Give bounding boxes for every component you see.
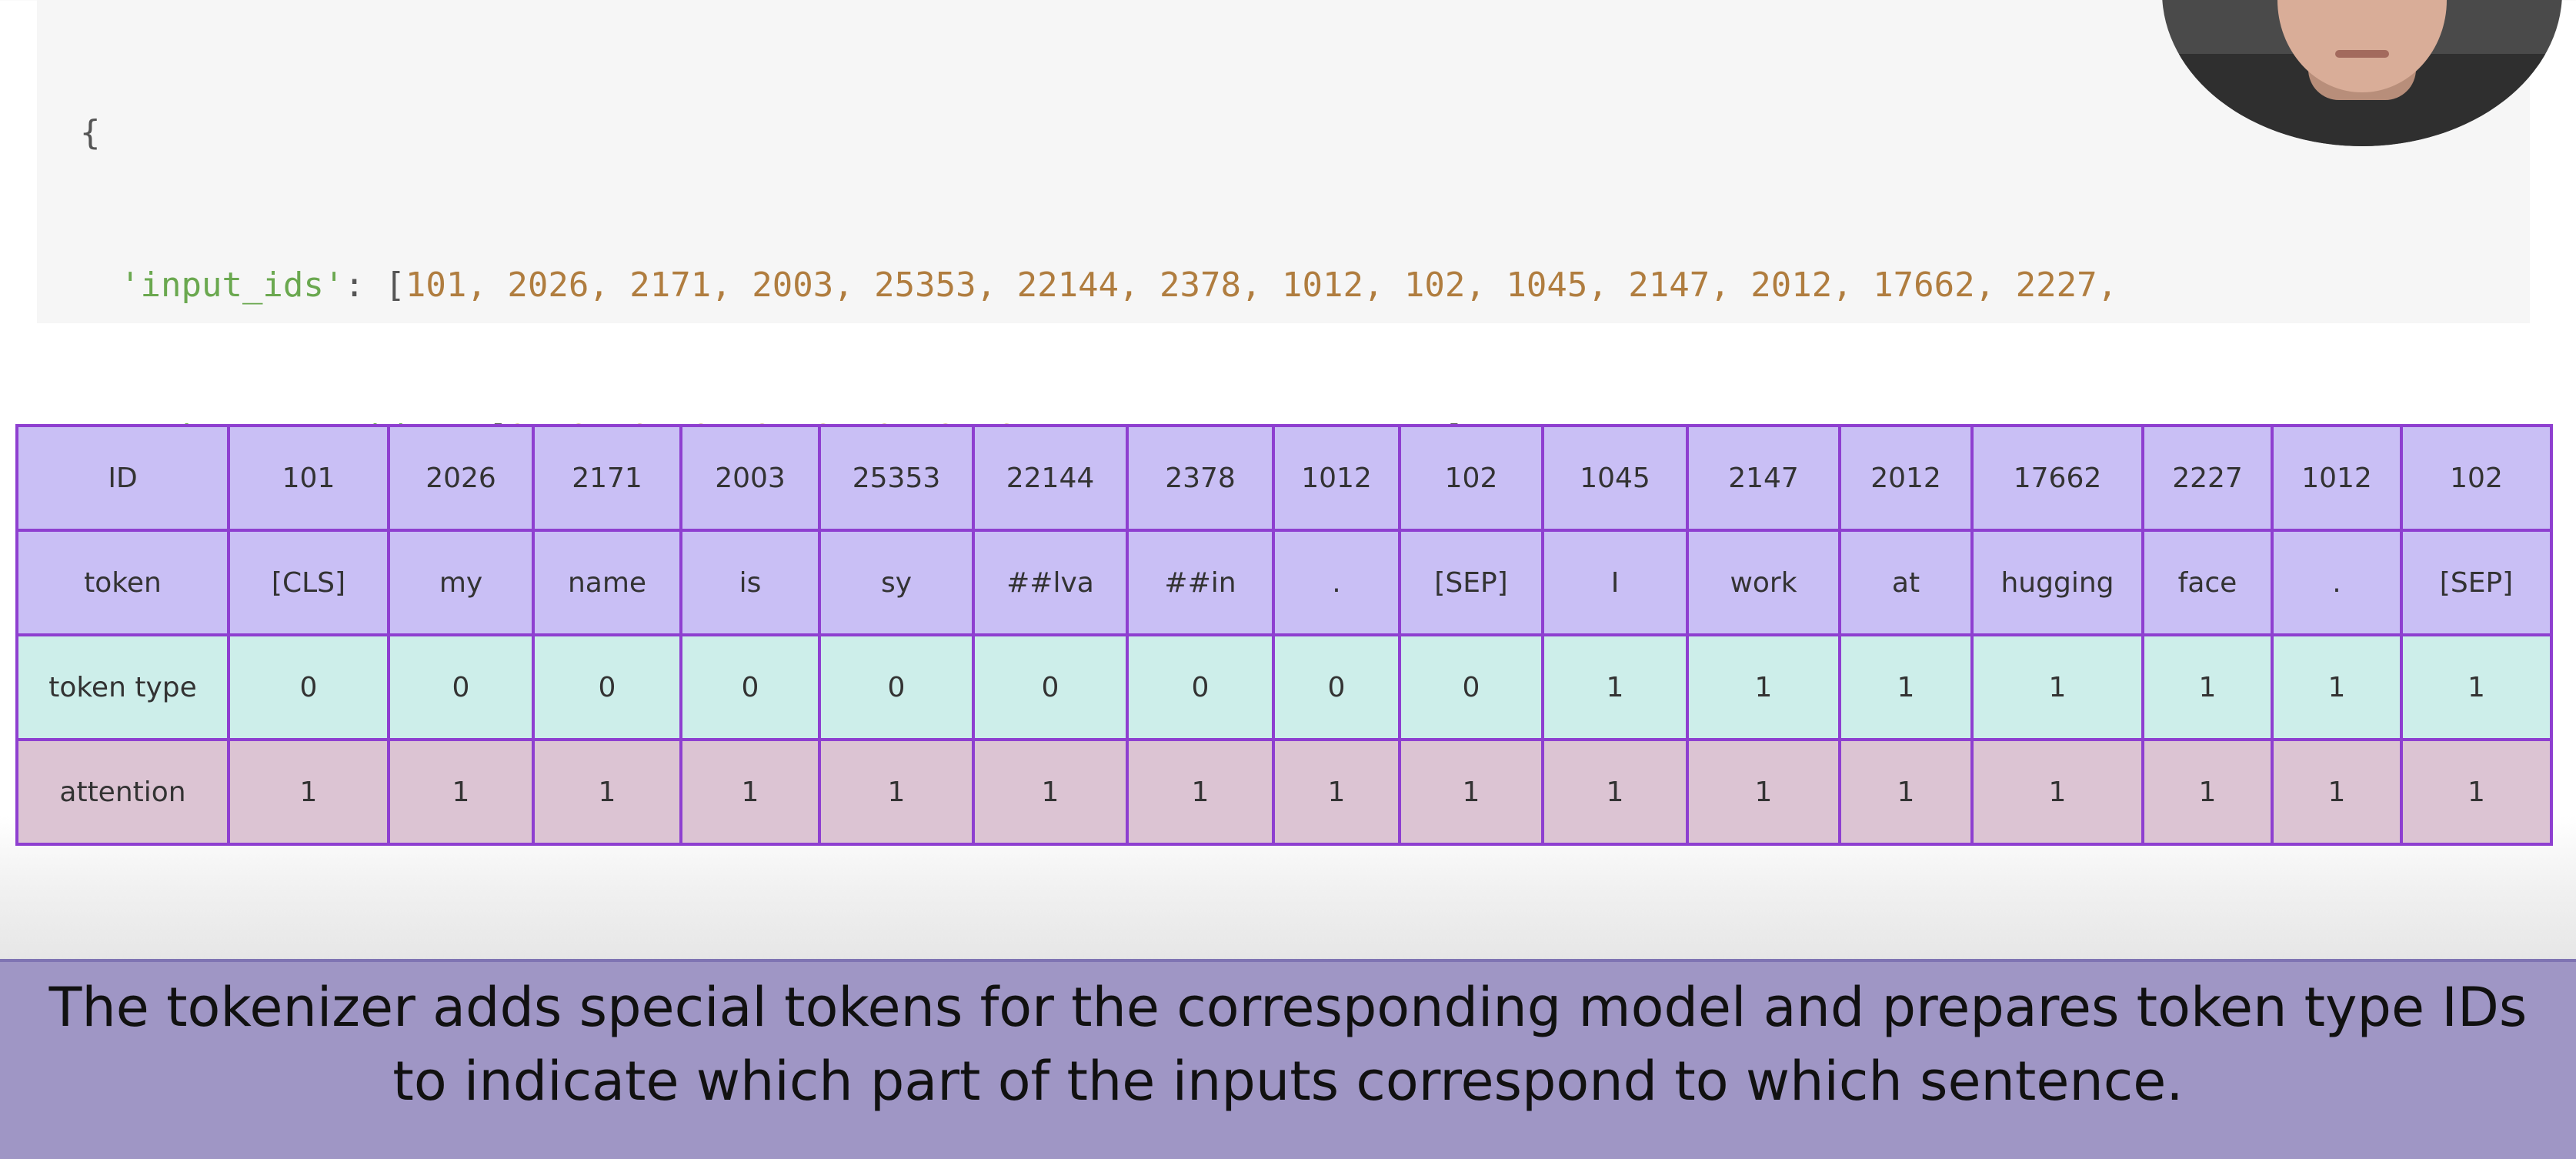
cell-token-6: ##in: [1126, 529, 1275, 636]
caption-line-1: The tokenizer adds special tokens for th…: [48, 976, 2528, 1039]
cell-attention-1: 1: [387, 738, 535, 846]
cell-type-4: 0: [818, 633, 975, 741]
cell-token-0: [CLS]: [227, 529, 390, 636]
row-header-attention: attention: [15, 738, 230, 846]
cell-token-5: ##lva: [972, 529, 1129, 636]
token-table: ID 101 2026 2171 2003 25353 22144 2378 1012 102 10…: [15, 424, 2553, 846]
cell-attention-2: 1: [532, 738, 682, 846]
table-row-type: token type 0 0 0 0 0 0 0 0 0 1 1 1 1 1 1 1: [15, 633, 2553, 741]
cell-token-12: hugging: [1970, 529, 2144, 636]
cell-type-13: 1: [2141, 633, 2274, 741]
row-header-id: ID: [15, 424, 230, 532]
cell-id-2: 2171: [532, 424, 682, 532]
cell-attention-9: 1: [1541, 738, 1689, 846]
cell-attention-6: 1: [1126, 738, 1275, 846]
cell-token-1: my: [387, 529, 535, 636]
cell-id-10: 2147: [1686, 424, 1841, 532]
cell-type-0: 0: [227, 633, 390, 741]
avatar-mouth: [2335, 50, 2389, 58]
cell-token-15: [SEP]: [2400, 529, 2553, 636]
cell-id-9: 1045: [1541, 424, 1689, 532]
cell-id-7: 1012: [1272, 424, 1401, 532]
cell-token-7: .: [1272, 529, 1401, 636]
cell-token-2: name: [532, 529, 682, 636]
cell-token-14: .: [2271, 529, 2403, 636]
code-open-brace: {: [80, 113, 101, 152]
cell-id-3: 2003: [679, 424, 821, 532]
cell-type-6: 0: [1126, 633, 1275, 741]
cell-token-8: [SEP]: [1398, 529, 1544, 636]
cell-type-7: 0: [1272, 633, 1401, 741]
cell-attention-10: 1: [1686, 738, 1841, 846]
cell-id-4: 25353: [818, 424, 975, 532]
code-values-input-ids: 101, 2026, 2171, 2003, 25353, 22144, 237…: [405, 266, 2118, 305]
cell-type-15: 1: [2400, 633, 2553, 741]
cell-id-6: 2378: [1126, 424, 1275, 532]
cell-attention-7: 1: [1272, 738, 1401, 846]
cell-id-11: 2012: [1838, 424, 1974, 532]
cell-token-13: face: [2141, 529, 2274, 636]
caption-bar: The tokenizer adds special tokens for th…: [0, 959, 2576, 1159]
cell-id-15: 102: [2400, 424, 2553, 532]
caption-line-2: to indicate which part of the inputs cor…: [392, 1050, 2184, 1113]
cell-attention-11: 1: [1838, 738, 1974, 846]
speaker-avatar: [2162, 0, 2562, 146]
cell-attention-14: 1: [2271, 738, 2403, 846]
cell-type-11: 1: [1838, 633, 1974, 741]
cell-type-14: 1: [2271, 633, 2403, 741]
cell-id-5: 22144: [972, 424, 1129, 532]
cell-id-12: 17662: [1970, 424, 2144, 532]
cell-type-9: 1: [1541, 633, 1689, 741]
cell-attention-8: 1: [1398, 738, 1544, 846]
table-row-attention: attention 1 1 1 1 1 1 1 1 1 1 1 1 1 1 1 1: [15, 738, 2553, 846]
cell-type-5: 0: [972, 633, 1129, 741]
cell-type-10: 1: [1686, 633, 1841, 741]
cell-type-8: 0: [1398, 633, 1544, 741]
cell-type-12: 1: [1970, 633, 2144, 741]
row-header-token: token: [15, 529, 230, 636]
code-panel: { 'input_ids': [101, 2026, 2171, 2003, 2…: [37, 0, 2530, 762]
cell-id-0: 101: [227, 424, 390, 532]
cell-id-1: 2026: [387, 424, 535, 532]
cell-id-14: 1012: [2271, 424, 2403, 532]
cell-token-9: I: [1541, 529, 1689, 636]
cell-type-2: 0: [532, 633, 682, 741]
cell-token-3: is: [679, 529, 821, 636]
cell-attention-13: 1: [2141, 738, 2274, 846]
cell-attention-12: 1: [1970, 738, 2144, 846]
cell-attention-15: 1: [2400, 738, 2553, 846]
cell-id-8: 102: [1398, 424, 1544, 532]
cell-id-13: 2227: [2141, 424, 2274, 532]
cell-attention-0: 1: [227, 738, 390, 846]
cell-attention-3: 1: [679, 738, 821, 846]
cell-attention-4: 1: [818, 738, 975, 846]
cell-token-4: sy: [818, 529, 975, 636]
cell-token-10: work: [1686, 529, 1841, 636]
code-key-input-ids: 'input_ids': [120, 266, 345, 305]
code-line-input-ids: 'input_ids': [101, 2026, 2171, 2003, 253…: [120, 266, 2118, 305]
row-header-type: token type: [15, 633, 230, 741]
table-row-id: ID 101 2026 2171 2003 25353 22144 2378 1012 102 10…: [15, 424, 2553, 532]
cell-attention-5: 1: [972, 738, 1129, 846]
cell-token-11: at: [1838, 529, 1974, 636]
cell-type-1: 0: [387, 633, 535, 741]
token-table-body: ID 101 2026 2171 2003 25353 22144 2378 1012 102 10…: [15, 424, 2553, 846]
cell-type-3: 0: [679, 633, 821, 741]
